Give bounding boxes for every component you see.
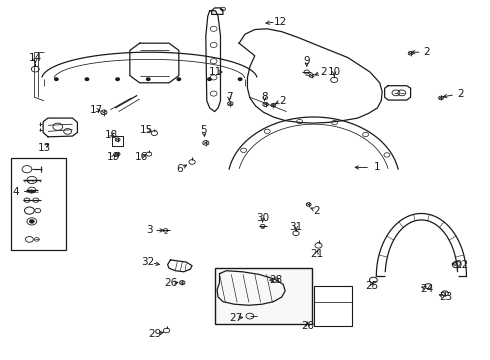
Text: 12: 12 [273,17,287,27]
Text: 27: 27 [229,312,243,323]
Text: 25: 25 [365,281,378,291]
Text: 3: 3 [147,225,153,235]
Text: 20: 20 [301,321,314,331]
Bar [314,286,352,326]
Circle shape [238,78,242,80]
Text: 2: 2 [457,89,464,99]
Text: 15: 15 [139,125,153,135]
Text: 1: 1 [374,162,381,172]
Text: 29: 29 [148,329,162,339]
Text: 9: 9 [303,56,310,66]
Text: 22: 22 [455,260,468,270]
Text: 23: 23 [439,292,453,302]
Text: 28: 28 [269,275,282,285]
Circle shape [177,78,181,80]
Text: 30: 30 [256,213,269,223]
Text: 31: 31 [289,222,303,232]
Circle shape [147,78,150,80]
Bar [215,268,312,324]
Text: 11: 11 [209,67,222,77]
Bar [11,158,66,250]
Text: 2: 2 [313,206,320,216]
Text: 32: 32 [141,257,155,267]
Text: 18: 18 [105,130,119,140]
Text: 8: 8 [261,92,268,102]
Text: 21: 21 [310,249,323,259]
Circle shape [116,78,120,80]
Text: 26: 26 [164,278,177,288]
Text: 2: 2 [279,96,286,106]
Text: 13: 13 [37,143,51,153]
Text: 7: 7 [226,92,233,102]
Text: 6: 6 [176,164,183,174]
Circle shape [208,78,211,80]
Text: 17: 17 [89,105,103,115]
Circle shape [55,78,58,80]
Text: 2: 2 [320,67,327,77]
Circle shape [85,78,89,80]
Text: 16: 16 [134,152,148,162]
Text: 10: 10 [328,67,341,77]
Text: 5: 5 [200,125,207,135]
Text: 2: 2 [423,47,430,57]
Circle shape [29,220,34,223]
Text: 19: 19 [107,152,121,162]
Text: 14: 14 [28,53,42,63]
Text: 4: 4 [12,186,19,197]
Text: 24: 24 [420,284,434,294]
